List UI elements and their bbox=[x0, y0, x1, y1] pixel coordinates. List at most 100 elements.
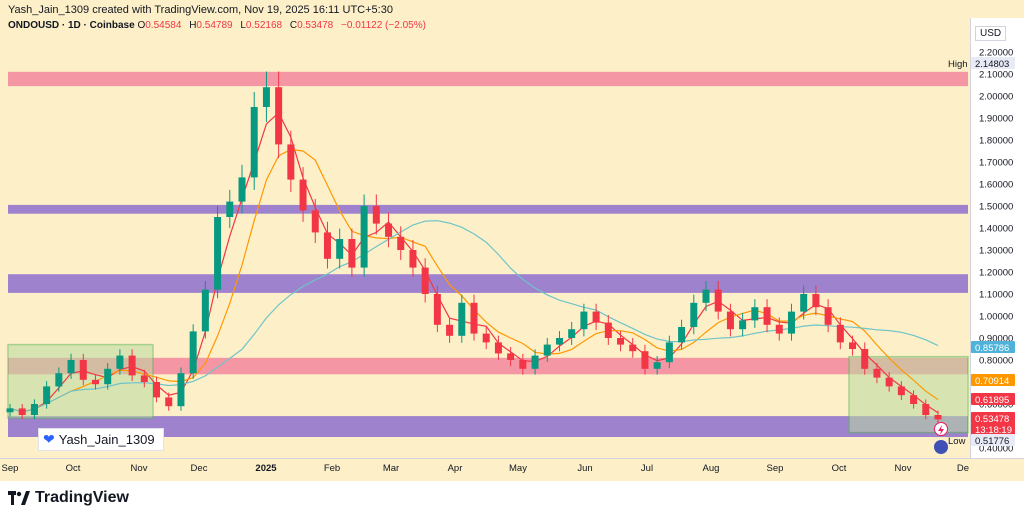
candle-body bbox=[678, 327, 686, 343]
candle bbox=[726, 303, 734, 337]
candle-body bbox=[641, 351, 649, 369]
candle-body bbox=[714, 289, 722, 312]
candle-body bbox=[580, 311, 588, 330]
tradingview-brand[interactable]: TradingView bbox=[8, 489, 129, 507]
price-labels: High 2.148030.857860.709140.618950.534781… bbox=[948, 57, 1015, 447]
candle bbox=[262, 71, 270, 123]
price-label-text: 0.85786 bbox=[975, 343, 1009, 354]
lightning-icon[interactable] bbox=[934, 422, 948, 436]
candle bbox=[250, 91, 258, 190]
candle bbox=[910, 390, 918, 409]
candle-body bbox=[397, 236, 405, 250]
candle bbox=[43, 381, 51, 409]
candle-body bbox=[299, 179, 307, 211]
candle-body bbox=[348, 239, 356, 268]
candle bbox=[201, 280, 209, 339]
high-value: 0.54789 bbox=[196, 20, 233, 31]
candle-body bbox=[458, 302, 466, 336]
price-label-text: 0.51776 bbox=[975, 436, 1009, 447]
x-tick-label: Jul bbox=[641, 463, 653, 474]
candle-body bbox=[385, 223, 393, 237]
candle bbox=[104, 362, 112, 390]
price-label-bg bbox=[971, 412, 1015, 424]
price-chart[interactable]: 2.20000 2.10000 2.00000 1.90000 1.80000 1.700… bbox=[0, 0, 1024, 480]
candle-body bbox=[262, 87, 270, 107]
candle-body bbox=[910, 395, 918, 404]
candle-body bbox=[226, 201, 234, 217]
candle bbox=[311, 199, 319, 244]
candle bbox=[531, 349, 539, 375]
author-name: Yash_Jain_1309 bbox=[58, 432, 155, 447]
candle-body bbox=[128, 355, 136, 376]
brand-name: TradingView bbox=[35, 489, 129, 506]
y-tick-label: 1.80000 bbox=[979, 136, 1013, 147]
price-label-text: 2.14803 bbox=[975, 59, 1009, 70]
candle bbox=[812, 285, 820, 316]
candle-body bbox=[311, 210, 319, 233]
ma-slow-line bbox=[9, 220, 939, 413]
candle-body bbox=[812, 294, 820, 308]
resistance-zone-1 bbox=[8, 204, 968, 214]
support-zone-3 bbox=[8, 357, 968, 375]
y-tick-label: 1.70000 bbox=[979, 158, 1013, 169]
creator-caption: Yash_Jain_1309 created with TradingView.… bbox=[8, 4, 393, 16]
x-tick-label: Dec bbox=[191, 463, 208, 474]
candle bbox=[482, 326, 490, 350]
candle-body bbox=[201, 289, 209, 332]
candle bbox=[470, 294, 478, 341]
candle-body bbox=[617, 338, 625, 345]
candle-body bbox=[165, 397, 173, 407]
candle-body bbox=[726, 311, 734, 330]
symbol-label[interactable]: ONDOUSD · 1D · Coinbase bbox=[8, 20, 135, 31]
candle bbox=[128, 349, 136, 382]
candle bbox=[617, 331, 625, 352]
candle-body bbox=[372, 206, 380, 224]
candle-body bbox=[91, 379, 99, 385]
candle-body bbox=[665, 342, 673, 363]
time-axis[interactable] bbox=[0, 458, 1024, 481]
candle-body bbox=[238, 177, 246, 202]
y-tick-label: 1.40000 bbox=[979, 224, 1013, 235]
candle bbox=[824, 299, 832, 333]
candle-body bbox=[6, 408, 14, 413]
candle-body bbox=[336, 239, 344, 259]
candle bbox=[751, 299, 759, 328]
candle bbox=[18, 403, 26, 420]
candle-body bbox=[873, 368, 881, 378]
candle-body bbox=[30, 404, 38, 415]
y-tick-label: 2.20000 bbox=[979, 48, 1013, 59]
candle bbox=[897, 381, 905, 401]
candle bbox=[629, 337, 637, 358]
candle-body bbox=[79, 360, 87, 380]
candle bbox=[641, 344, 649, 375]
candle-body bbox=[446, 324, 454, 336]
x-tick-label: Feb bbox=[324, 463, 340, 474]
y-tick-label: 2.00000 bbox=[979, 92, 1013, 103]
candle-body bbox=[250, 107, 258, 178]
x-axis-ticks: Sep Oct Nov Dec 2025 Feb Mar Apr May Jun Jul Aug Sep… bbox=[2, 463, 970, 474]
candle-body bbox=[849, 342, 857, 349]
close-label: C bbox=[289, 20, 298, 31]
candle bbox=[6, 403, 14, 417]
flag-icon[interactable] bbox=[934, 440, 948, 454]
price-label-note: High bbox=[948, 59, 968, 70]
candle-body bbox=[409, 250, 417, 268]
candle-body bbox=[140, 375, 148, 382]
x-tick-label: Oct bbox=[832, 463, 847, 474]
high-label: H bbox=[189, 20, 197, 31]
open-value: 0.54584 bbox=[145, 20, 182, 31]
candle bbox=[165, 392, 173, 411]
price-label-text: 0.61895 bbox=[975, 395, 1009, 406]
zones-layer bbox=[8, 71, 968, 437]
candle bbox=[409, 239, 417, 277]
candle-body bbox=[934, 415, 942, 420]
currency-button[interactable]: USD bbox=[975, 26, 1007, 41]
y-tick-label: 0.90000 bbox=[979, 334, 1013, 345]
candle bbox=[873, 362, 881, 384]
candle bbox=[360, 194, 368, 277]
candle-body bbox=[104, 368, 112, 385]
candle bbox=[385, 212, 393, 248]
candle-body bbox=[531, 355, 539, 369]
resistance-zone-2 bbox=[8, 274, 968, 293]
candle bbox=[702, 280, 710, 311]
